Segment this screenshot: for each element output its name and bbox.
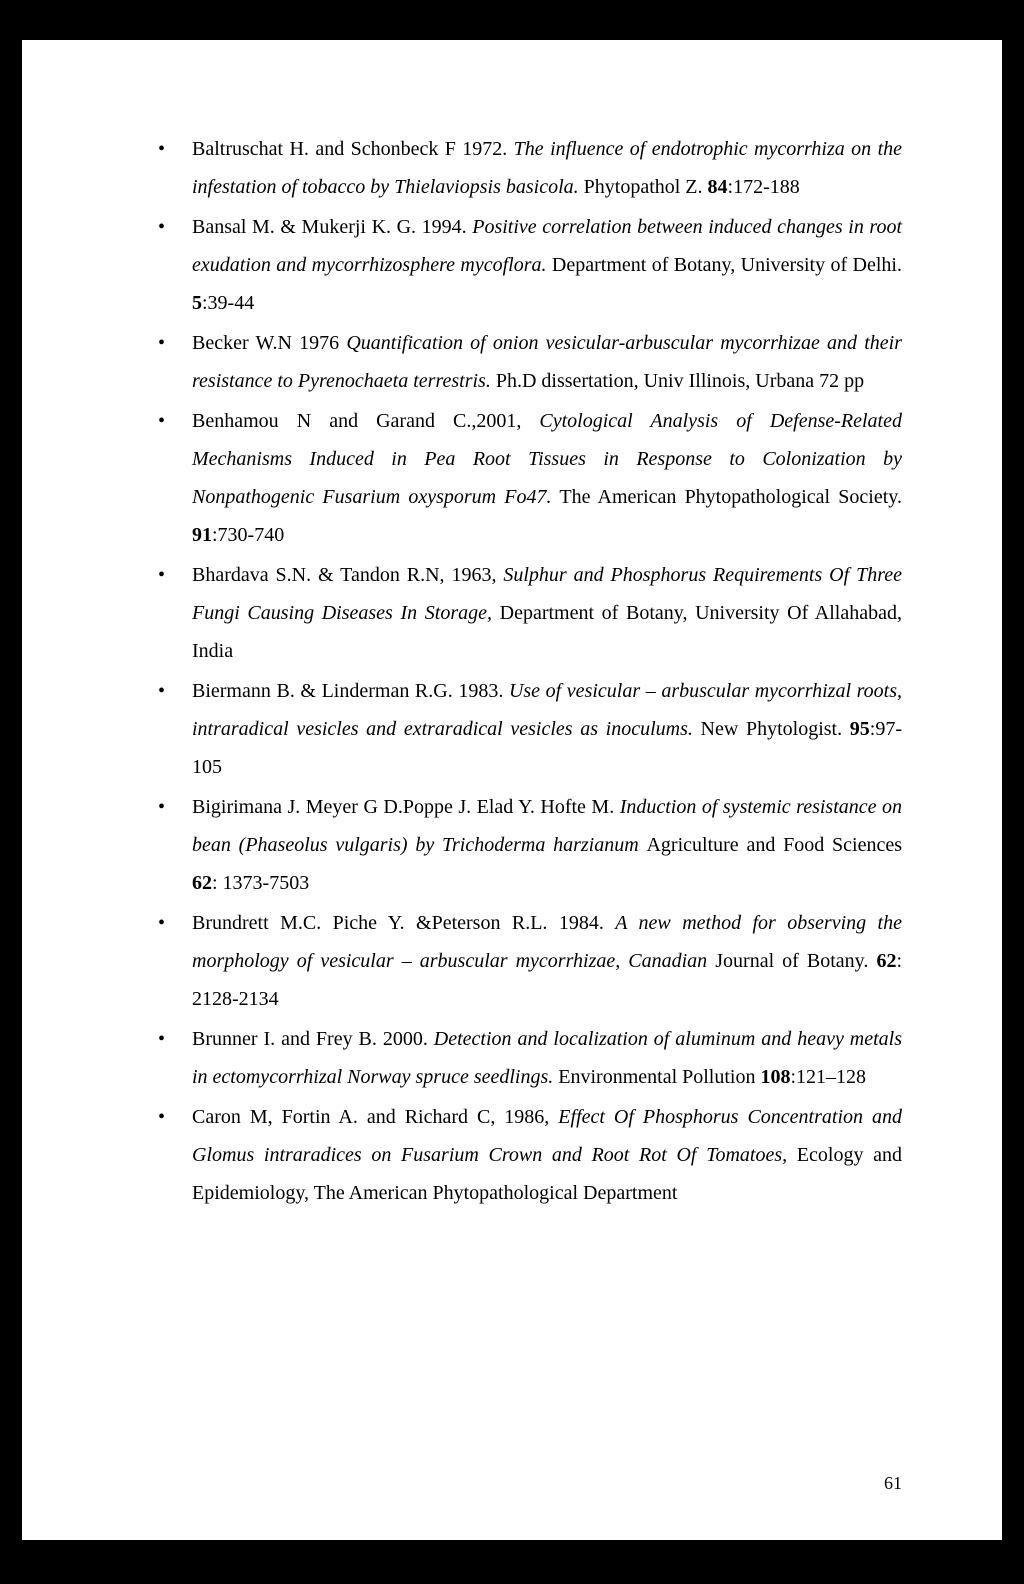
document-page: Baltruschat H. and Schonbeck F 1972. The… — [22, 40, 1002, 1540]
reference-segment: :121–128 — [790, 1066, 866, 1088]
reference-segment: :39-44 — [202, 292, 254, 314]
reference-segment: :172-188 — [728, 176, 800, 198]
reference-item: Biermann B. & Linderman R.G. 1983. Use o… — [152, 672, 902, 786]
reference-segment: Department of Botany, University of Delh… — [547, 254, 903, 276]
reference-item: Bhardava S.N. & Tandon R.N, 1963, Sulphu… — [152, 556, 902, 670]
reference-segment: Phytopathol Z. — [579, 176, 708, 198]
reference-segment: Agriculture and Food Sciences — [646, 834, 902, 856]
reference-segment: Baltruschat H. and Schonbeck F 1972. — [192, 138, 514, 160]
reference-item: Becker W.N 1976 Quantification of onion … — [152, 324, 902, 400]
reference-segment: The American Phytopathological Society. — [552, 486, 902, 508]
reference-segment: Biermann B. & Linderman R.G. 1983. — [192, 680, 509, 702]
reference-item: Benhamou N and Garand C.,2001, Cytologic… — [152, 402, 902, 554]
reference-segment: 95 — [850, 718, 870, 740]
reference-segment: Journal of Botany. — [715, 950, 876, 972]
reference-segment: Caron M, Fortin A. and Richard C, 1986, — [192, 1106, 558, 1128]
reference-segment: Brundrett M.C. Piche Y. &Peterson R.L. 1… — [192, 912, 615, 934]
reference-segment: New Phytologist. — [693, 718, 850, 740]
reference-segment: :730-740 — [212, 524, 284, 546]
reference-item: Bansal M. & Mukerji K. G. 1994. Positive… — [152, 208, 902, 322]
reference-segment: 84 — [708, 176, 728, 198]
reference-segment: Bhardava S.N. & Tandon R.N, 1963, — [192, 564, 503, 586]
reference-segment: Bansal M. & Mukerji K. G. 1994. — [192, 216, 472, 238]
reference-segment: 91 — [192, 524, 212, 546]
reference-segment: : 1373-7503 — [212, 872, 309, 894]
reference-segment: Becker W.N 1976 — [192, 332, 346, 354]
page-number: 61 — [884, 1466, 902, 1500]
reference-segment: 108 — [760, 1066, 790, 1088]
reference-item: Baltruschat H. and Schonbeck F 1972. The… — [152, 130, 902, 206]
reference-list: Baltruschat H. and Schonbeck F 1972. The… — [152, 130, 902, 1212]
reference-segment: Environmental Pollution — [553, 1066, 760, 1088]
reference-item: Brunner I. and Frey B. 2000. Detection a… — [152, 1020, 902, 1096]
reference-segment: 62 — [876, 950, 896, 972]
reference-item: Bigirimana J. Meyer G D.Poppe J. Elad Y.… — [152, 788, 902, 902]
reference-segment: 5 — [192, 292, 202, 314]
reference-item: Brundrett M.C. Piche Y. &Peterson R.L. 1… — [152, 904, 902, 1018]
reference-segment: Brunner I. and Frey B. 2000. — [192, 1028, 434, 1050]
reference-item: Caron M, Fortin A. and Richard C, 1986, … — [152, 1098, 902, 1212]
reference-segment: Ph.D dissertation, Univ Illinois, Urbana… — [491, 370, 864, 392]
reference-segment: 62 — [192, 872, 212, 894]
reference-segment: Benhamou N and Garand C.,2001, — [192, 410, 539, 432]
reference-segment: Bigirimana J. Meyer G D.Poppe J. Elad Y.… — [192, 796, 620, 818]
